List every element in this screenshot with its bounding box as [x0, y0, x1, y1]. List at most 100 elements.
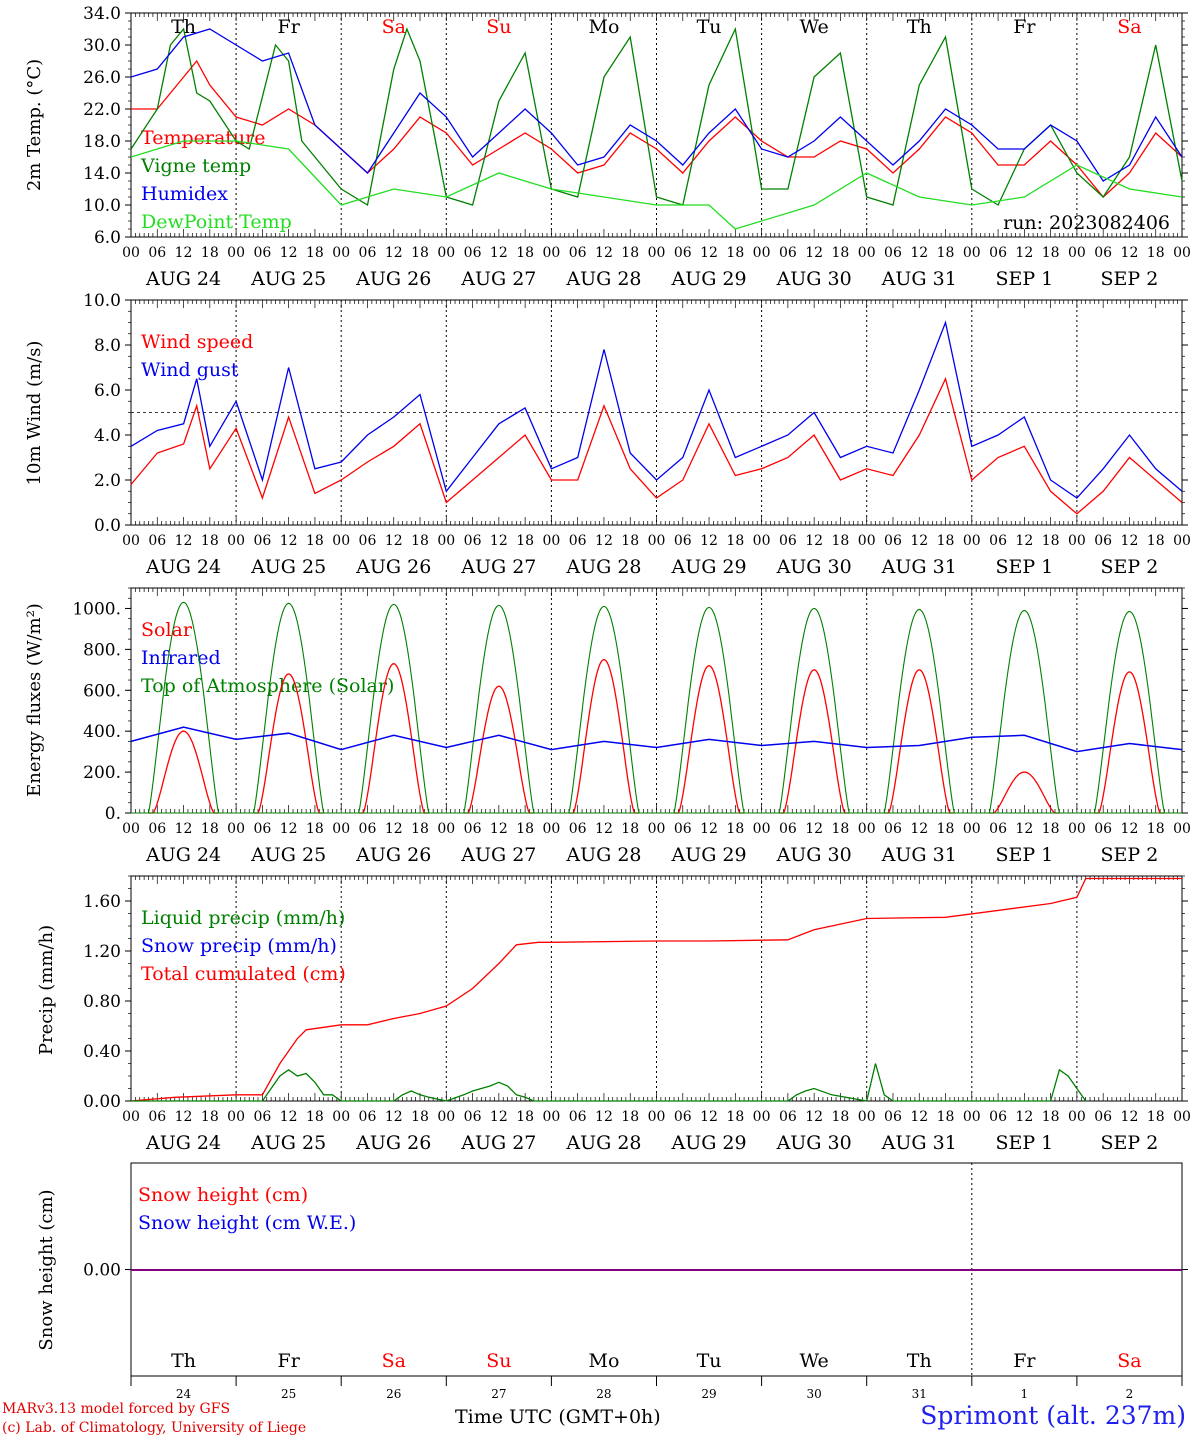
- y-tick-label: 14.0: [83, 164, 121, 184]
- hour-label: 06: [148, 1109, 166, 1125]
- legend-entry: Liquid precip (mm/h): [141, 907, 345, 929]
- y-tick-label: 800.: [83, 640, 121, 660]
- toa-solar-curve: [253, 602, 325, 814]
- y-tick-label: 34.0: [83, 4, 121, 24]
- y-tick-label: 6.0: [94, 228, 121, 248]
- hour-label: 06: [779, 245, 797, 261]
- date-label: AUG 25: [250, 1132, 326, 1154]
- hour-label: 12: [910, 533, 928, 549]
- hour-label: 00: [122, 1109, 140, 1125]
- hour-label: 12: [700, 821, 718, 837]
- hour-label: 12: [805, 821, 823, 837]
- series-line-liquid-precip-mm-h-: [131, 1063, 1087, 1102]
- date-label: AUG 29: [670, 844, 746, 866]
- hour-label: 00: [648, 245, 666, 261]
- date-label: AUG 26: [355, 268, 431, 290]
- hour-label: 12: [1121, 821, 1139, 837]
- series-line-dewpoint-temp: [130, 140, 1183, 230]
- hour-label: 18: [726, 821, 744, 837]
- date-label: AUG 26: [355, 1132, 431, 1154]
- hour-label: 18: [201, 245, 219, 261]
- day-name-label: Sa: [382, 1350, 406, 1372]
- legend-entry: Infrared: [141, 647, 221, 669]
- legend-entry: Top of Atmosphere (Solar): [141, 675, 394, 697]
- hour-label: 06: [884, 245, 902, 261]
- hour-label: 06: [253, 1109, 271, 1125]
- hour-label: 18: [832, 533, 850, 549]
- hour-label: 00: [753, 245, 771, 261]
- hour-label: 06: [253, 245, 271, 261]
- y-tick-label: 1000.: [72, 599, 121, 619]
- hour-label: 00: [122, 821, 140, 837]
- toa-solar-curve: [988, 609, 1060, 814]
- hour-label: 00: [332, 821, 350, 837]
- hour-label: 00: [858, 1109, 876, 1125]
- series-line-wind-gust: [130, 320, 1183, 499]
- date-label: SEP 2: [1101, 268, 1159, 290]
- hour-label: 12: [385, 821, 403, 837]
- date-label: AUG 27: [460, 1132, 536, 1154]
- hour-label: 12: [910, 245, 928, 261]
- legend-entry: Humidex: [141, 183, 228, 205]
- hour-label: 12: [1121, 1109, 1139, 1125]
- solar-curve: [1094, 671, 1165, 814]
- hour-label: 06: [779, 821, 797, 837]
- hour-label: 12: [175, 245, 193, 261]
- date-label: AUG 30: [776, 1132, 852, 1154]
- date-label: AUG 27: [460, 268, 536, 290]
- solar-curve: [463, 685, 534, 814]
- toa-solar-curve: [147, 601, 220, 814]
- date-label: SEP 1: [995, 1132, 1053, 1154]
- hour-label: 00: [858, 533, 876, 549]
- series-line-vigne-temp: [130, 26, 1183, 207]
- y-tick-label: 600.: [83, 681, 121, 701]
- hour-label: 06: [569, 1109, 587, 1125]
- day-name-label: Sa: [1117, 16, 1141, 38]
- day-name-label: Su: [486, 16, 511, 38]
- toa-solar-curve: [463, 604, 535, 814]
- legend-entry: Temperature: [141, 127, 265, 149]
- date-label: AUG 26: [355, 844, 431, 866]
- toa-solar-curve: [568, 605, 640, 814]
- hour-label: 12: [1015, 533, 1033, 549]
- run-label: run: 2023082406: [1003, 212, 1170, 234]
- date-label: AUG 27: [460, 556, 536, 578]
- hour-label: 06: [674, 533, 692, 549]
- toa-solar-curve: [778, 607, 850, 814]
- toa-solar-curve: [358, 603, 430, 814]
- day-number-label: 27: [491, 1387, 506, 1401]
- hour-label: 00: [1173, 1109, 1191, 1125]
- hour-label: 18: [832, 245, 850, 261]
- hour-label: 00: [227, 245, 245, 261]
- date-label: AUG 30: [776, 556, 852, 578]
- day-name-label: Mo: [588, 16, 619, 38]
- lab-credit: (c) Lab. of Climatology, University of L…: [2, 1420, 307, 1436]
- date-label: AUG 30: [776, 844, 852, 866]
- hour-label: 12: [1015, 245, 1033, 261]
- hour-label: 06: [569, 821, 587, 837]
- hour-label: 18: [621, 245, 639, 261]
- hour-label: 06: [884, 1109, 902, 1125]
- date-label: AUG 30: [776, 268, 852, 290]
- hour-label: 12: [175, 1109, 193, 1125]
- hour-label: 06: [1094, 1109, 1112, 1125]
- legend-entry: Total cumulated (cm): [141, 963, 346, 985]
- day-number-label: 29: [701, 1387, 716, 1401]
- hour-label: 18: [1147, 533, 1165, 549]
- model-credit: MARv3.13 model forced by GFS: [2, 1401, 231, 1417]
- legend-entry: Snow height (cm W.E.): [138, 1212, 356, 1234]
- hour-label: 00: [963, 1109, 981, 1125]
- solar-curve: [148, 730, 219, 814]
- day-number-label: 1: [1021, 1387, 1029, 1401]
- hour-label: 00: [122, 533, 140, 549]
- hour-label: 06: [1094, 245, 1112, 261]
- hour-label: 18: [937, 533, 955, 549]
- hour-label: 00: [1068, 1109, 1086, 1125]
- y-tick-label: 0.: [105, 804, 121, 824]
- hour-label: 06: [253, 533, 271, 549]
- hour-label: 18: [306, 533, 324, 549]
- date-label: AUG 28: [565, 556, 641, 578]
- day-name-label: Fr: [278, 16, 301, 38]
- hour-label: 06: [989, 821, 1007, 837]
- hour-label: 18: [306, 821, 324, 837]
